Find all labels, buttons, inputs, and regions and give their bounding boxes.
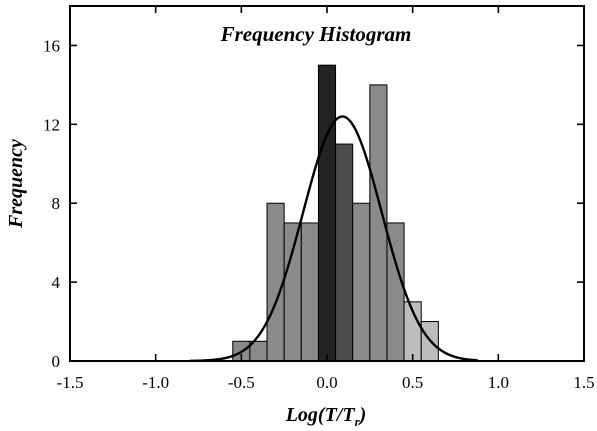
x-tick-label: -1.5 <box>57 373 84 392</box>
histogram-bar-6 <box>317 64 337 362</box>
x-tick-label: 0.0 <box>316 373 337 392</box>
normal-fit-curve <box>189 115 478 363</box>
x-axis-title-suffix: ) <box>358 404 367 426</box>
x-tick-label: 1.5 <box>573 373 594 392</box>
x-tick-label: -1.0 <box>142 373 169 392</box>
y-axis-title: Frequency <box>5 139 27 229</box>
x-tick-label: -0.5 <box>228 373 255 392</box>
y-tick-labels: 0 4 8 12 16 <box>43 36 61 371</box>
histogram-bar-8 <box>352 202 371 362</box>
histogram-bar-3 <box>266 202 285 362</box>
x-tick-labels: -1.5 -1.0 -0.5 0.0 0.5 1.0 1.5 <box>57 373 595 392</box>
axis-ticks <box>69 6 585 362</box>
histogram-bar-5 <box>300 222 319 362</box>
y-tick-label: 0 <box>52 352 61 371</box>
y-tick-label: 12 <box>43 115 60 134</box>
histogram-bar-4 <box>283 222 302 362</box>
x-tick-label: 1.0 <box>488 373 509 392</box>
y-tick-label: 16 <box>43 36 60 55</box>
x-axis-title-main: Log(T/T <box>285 404 356 426</box>
x-axis-title-subscript: r <box>355 414 361 429</box>
y-tick-label: 4 <box>52 273 61 292</box>
histogram-bar-7 <box>335 143 354 362</box>
y-tick-label: 8 <box>52 194 61 213</box>
histogram-bars <box>232 64 439 362</box>
x-axis-title: Log(T/Tr) <box>285 404 367 429</box>
x-tick-label: 0.5 <box>402 373 423 392</box>
chart-title: Frequency Histogram <box>220 22 412 46</box>
